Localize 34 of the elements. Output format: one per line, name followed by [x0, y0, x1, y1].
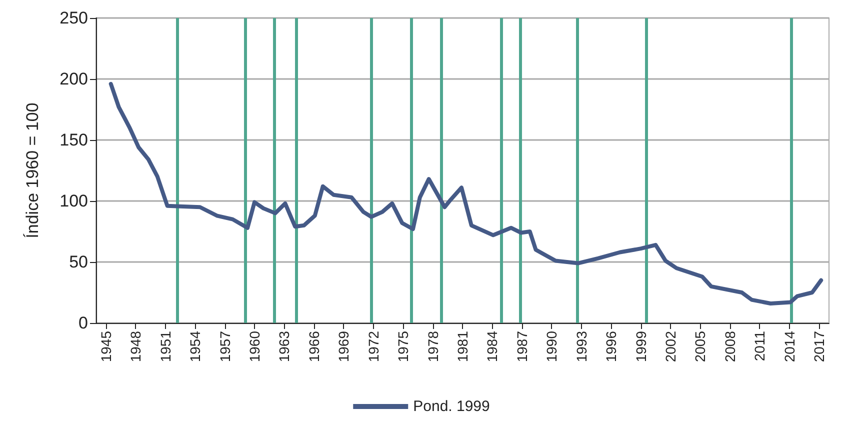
x-tick-label: 2005 [692, 330, 708, 362]
x-tick-label: 2002 [662, 330, 679, 362]
x-tick-label: 1960 [246, 330, 262, 362]
x-tick-label: 1984 [484, 330, 500, 362]
legend-label: Pond. 1999 [413, 398, 490, 415]
y-tick-label: 100 [60, 192, 88, 210]
x-tick-label: 2017 [811, 330, 828, 362]
y-tick-label: 50 [69, 252, 88, 272]
x-tick-label: 1957 [216, 330, 233, 362]
x-tick-label: 1954 [187, 330, 204, 362]
y-axis-title: Índice 1960 = 100 [23, 102, 42, 238]
y-tick-label: 200 [60, 70, 88, 88]
x-tick-label: 1963 [276, 330, 292, 362]
x-tick-label: 1990 [544, 330, 560, 362]
x-tick-label: 2014 [781, 330, 798, 362]
x-tick-label: 1993 [573, 330, 590, 362]
y-tick-label: 150 [60, 130, 88, 150]
x-tick-label: 1966 [306, 330, 322, 362]
x-tick-label: 1972 [365, 330, 382, 362]
x-tick-label: 2011 [752, 330, 768, 362]
x-tick-label: 1945 [98, 330, 114, 362]
x-tick-label: 1999 [632, 330, 649, 362]
x-tick-label: 1948 [128, 330, 144, 362]
x-tick-label: 1969 [336, 330, 352, 362]
x-tick-label: 1978 [424, 330, 441, 362]
x-tick-label: 2008 [722, 330, 738, 362]
y-tick-label: 250 [60, 8, 88, 28]
x-tick-label: 1996 [603, 330, 620, 362]
y-tick-label: 0 [78, 314, 88, 332]
x-tick-label: 1987 [514, 330, 530, 362]
line-series [108, 82, 824, 306]
x-tick-label: 1951 [157, 330, 174, 362]
x-tick-label: 1981 [454, 330, 470, 362]
x-tick-label: 1975 [395, 330, 412, 362]
